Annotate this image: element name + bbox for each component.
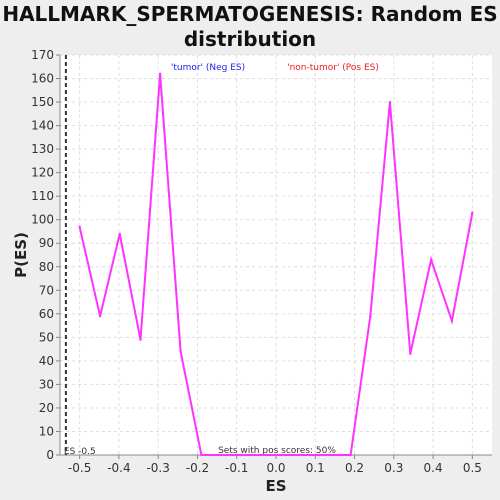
y-tick-label: 120 [31, 166, 54, 180]
x-axis-label: ES [265, 477, 286, 495]
data-point [349, 453, 352, 457]
y-tick-label: 100 [31, 213, 54, 227]
x-tick-label: -0.3 [146, 461, 169, 475]
chart-title: HALLMARK_SPERMATOGENESIS: Random ES dist… [2, 2, 498, 51]
x-tick-label: 0.2 [345, 461, 364, 475]
y-tick-label: 60 [39, 307, 54, 321]
y-tick-label: 40 [39, 354, 54, 368]
y-tick-label: 70 [39, 283, 54, 297]
data-point [239, 453, 242, 457]
data-point [139, 338, 142, 341]
y-tick-label: 30 [39, 377, 54, 391]
y-tick-label: 110 [31, 189, 54, 203]
y-tick-label: 160 [31, 72, 54, 86]
x-tick-label: 0.1 [306, 461, 325, 475]
pos-es-label: 'non-tumor' (Pos ES) [287, 63, 379, 73]
y-tick-label: 0 [46, 448, 54, 462]
data-point [388, 100, 392, 104]
data-point [200, 453, 203, 457]
data-point [318, 453, 321, 457]
data-point [78, 225, 81, 228]
y-tick-label: 140 [31, 119, 54, 133]
data-point [158, 72, 162, 76]
data-point [369, 314, 372, 318]
data-point [179, 350, 182, 353]
y-tick-label: 150 [31, 95, 54, 109]
data-point [98, 314, 102, 318]
data-point [409, 352, 412, 356]
data-point [118, 232, 121, 236]
data-point [259, 453, 262, 457]
y-axis-label: P(ES) [12, 232, 30, 278]
y-tick-label: 170 [31, 48, 54, 62]
x-tick-label: -0.4 [107, 461, 130, 475]
y-tick-label: 80 [39, 260, 54, 274]
y-tick-label: 90 [39, 236, 54, 250]
x-tick-label: -0.2 [186, 461, 209, 475]
data-point [429, 258, 433, 261]
x-tick-label: -0.1 [225, 461, 248, 475]
x-tick-label: 0.0 [266, 461, 285, 475]
data-point [450, 319, 454, 323]
es-line-label: ES -0.5 [64, 447, 96, 457]
data-point [337, 453, 341, 457]
neg-es-label: 'tumor' (Neg ES) [171, 63, 245, 73]
pos-scores-note: Sets with pos scores: 50% [218, 446, 336, 456]
x-tick-label: -0.5 [68, 461, 91, 475]
x-tick-label: 0.3 [384, 461, 403, 475]
x-tick-label: 0.5 [463, 461, 482, 475]
y-tick-label: 50 [39, 330, 54, 344]
y-tick-label: 20 [39, 401, 54, 415]
x-tick-label: 0.4 [424, 461, 443, 475]
data-point [278, 453, 282, 457]
y-tick-label: 130 [31, 142, 54, 156]
y-tick-label: 10 [39, 424, 54, 438]
data-point [471, 211, 474, 214]
data-point [298, 453, 301, 457]
data-point [219, 453, 223, 457]
